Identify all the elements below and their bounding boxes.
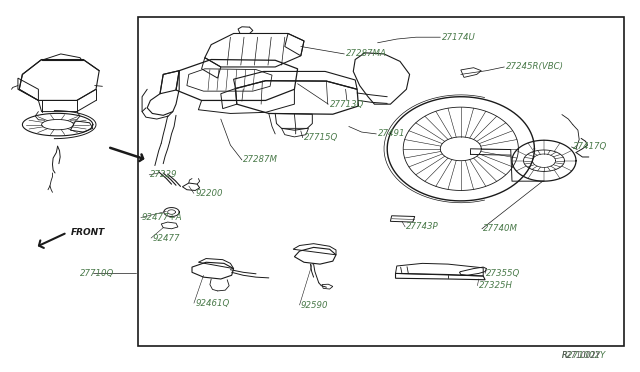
Text: 92200: 92200 bbox=[195, 189, 223, 198]
Text: R271002Y: R271002Y bbox=[562, 351, 601, 360]
Text: 27355Q: 27355Q bbox=[486, 269, 521, 278]
Text: 92477+A: 92477+A bbox=[142, 213, 182, 222]
Text: 27491: 27491 bbox=[378, 129, 405, 138]
Text: 27713Q: 27713Q bbox=[330, 100, 364, 109]
Text: 92590: 92590 bbox=[301, 301, 328, 310]
Text: 27287M: 27287M bbox=[243, 155, 278, 164]
Text: 92477: 92477 bbox=[152, 234, 180, 243]
Text: R271002Y: R271002Y bbox=[562, 351, 606, 360]
Text: 27245R(VBC): 27245R(VBC) bbox=[506, 62, 564, 71]
Text: 27174U: 27174U bbox=[442, 33, 476, 42]
Text: FRONT: FRONT bbox=[70, 228, 105, 237]
Text: 27740M: 27740M bbox=[483, 224, 518, 233]
Text: 27229: 27229 bbox=[150, 170, 178, 179]
Text: 27325H: 27325H bbox=[479, 281, 513, 290]
Bar bbox=[138, 17, 624, 346]
Text: 92461Q: 92461Q bbox=[195, 299, 230, 308]
Text: 27287MA: 27287MA bbox=[346, 49, 387, 58]
Text: 27715Q: 27715Q bbox=[304, 133, 339, 142]
Text: 27417Q: 27417Q bbox=[573, 142, 607, 151]
Text: 27710Q: 27710Q bbox=[80, 269, 115, 278]
Text: 27743P: 27743P bbox=[406, 222, 439, 231]
